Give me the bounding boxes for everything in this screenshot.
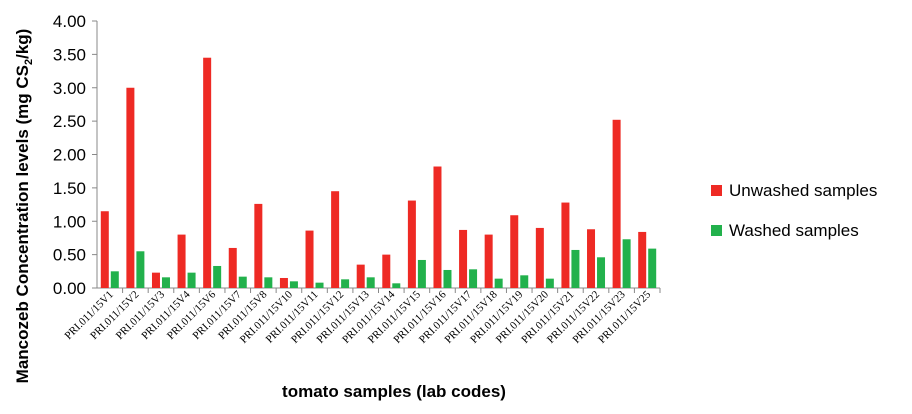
y-tick-label: 3.50 xyxy=(53,45,86,64)
bar-washed-9 xyxy=(315,282,324,288)
bar-unwashed-14 xyxy=(433,166,442,288)
bar-washed-5 xyxy=(213,265,222,288)
bar-unwashed-19 xyxy=(561,202,570,288)
bar-washed-22 xyxy=(648,248,657,288)
y-axis-title: Mancozeb Concentration levels (mg CS2/kg… xyxy=(13,29,35,384)
bar-washed-19 xyxy=(571,249,580,288)
bar-washed-4 xyxy=(187,272,196,288)
bar-unwashed-8 xyxy=(279,277,288,288)
y-tick-label: 2.50 xyxy=(53,112,86,131)
bar-washed-21 xyxy=(622,239,631,288)
y-tick-label: 3.00 xyxy=(53,79,86,98)
bar-unwashed-4 xyxy=(177,234,186,288)
y-tick-label: 0.00 xyxy=(53,279,86,298)
x-tick-labels: PRI.011/15V1PRI.011/15V2PRI.011/15V3PRI.… xyxy=(63,288,654,346)
bar-washed-3 xyxy=(161,277,170,288)
bar-washed-11 xyxy=(366,277,375,288)
bar-unwashed-9 xyxy=(305,230,314,288)
y-axis-title-main: Mancozeb Concentration levels (mg CS xyxy=(13,65,32,383)
bar-washed-10 xyxy=(341,279,350,288)
legend-label-washed: Washed samples xyxy=(729,221,859,240)
bar-washed-1 xyxy=(110,271,119,288)
bar-washed-15 xyxy=(469,269,478,288)
legend-swatch-washed xyxy=(711,225,722,236)
bar-washed-16 xyxy=(494,278,503,288)
bar-unwashed-17 xyxy=(510,215,519,288)
x-axis-title: tomato samples (lab codes) xyxy=(282,382,506,401)
bar-unwashed-21 xyxy=(612,119,621,288)
bar-unwashed-20 xyxy=(587,229,596,288)
bar-unwashed-16 xyxy=(484,234,493,288)
bar-washed-17 xyxy=(520,275,529,288)
y-tick-label: 4.00 xyxy=(53,12,86,31)
bars xyxy=(100,57,657,289)
y-axis-title-subscript: 2 xyxy=(23,59,35,65)
bar-unwashed-13 xyxy=(407,200,416,288)
bar-unwashed-18 xyxy=(535,227,544,288)
y-tick-label: 1.50 xyxy=(53,179,86,198)
y-tick-label: 1.00 xyxy=(53,212,86,231)
bar-unwashed-1 xyxy=(100,211,109,288)
bar-washed-12 xyxy=(392,283,401,288)
bar-washed-7 xyxy=(264,277,273,288)
bar-unwashed-6 xyxy=(228,247,237,288)
y-axis: 0.00 0.50 1.00 1.50 2.00 2.50 3.00 3.50 4.00 xyxy=(53,12,98,298)
bar-washed-13 xyxy=(417,259,426,288)
bar-unwashed-12 xyxy=(382,254,391,288)
bar-washed-6 xyxy=(238,276,247,288)
y-axis-title-tail: /kg) xyxy=(13,29,32,59)
bar-washed-18 xyxy=(545,278,554,288)
bar-unwashed-7 xyxy=(254,203,263,288)
bar-washed-2 xyxy=(136,251,145,288)
bar-washed-14 xyxy=(443,269,452,288)
bar-unwashed-5 xyxy=(203,57,212,289)
bar-washed-8 xyxy=(289,281,298,288)
y-tick-label: 0.50 xyxy=(53,246,86,265)
bar-unwashed-2 xyxy=(126,87,135,288)
legend: Unwashed samples Washed samples xyxy=(711,181,877,240)
bar-unwashed-11 xyxy=(356,264,365,288)
legend-swatch-unwashed xyxy=(711,185,722,196)
bar-unwashed-15 xyxy=(459,229,468,288)
bar-unwashed-10 xyxy=(331,191,340,288)
bar-unwashed-22 xyxy=(638,231,647,288)
y-tick-label: 2.00 xyxy=(53,146,86,165)
bar-unwashed-3 xyxy=(151,272,160,288)
bar-washed-20 xyxy=(597,257,606,288)
legend-label-unwashed: Unwashed samples xyxy=(729,181,877,200)
